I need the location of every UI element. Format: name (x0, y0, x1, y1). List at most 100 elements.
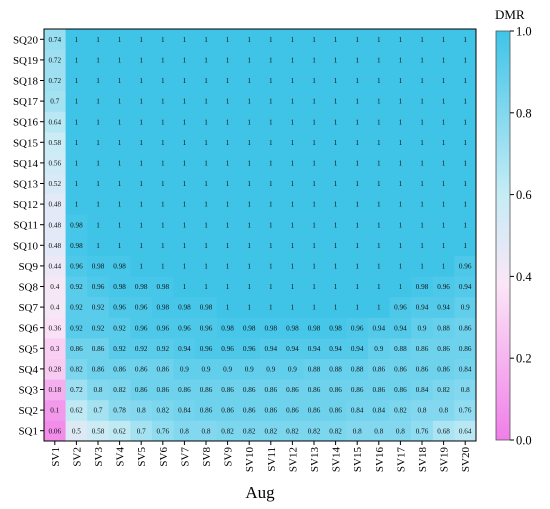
cell-value-label: 1 (463, 118, 467, 126)
cell-value-label: 1 (355, 304, 359, 312)
cell-value-label: 0.36 (49, 324, 62, 332)
heatmap-cell-SQ1-SV8 (195, 420, 218, 442)
heatmap-cell-SQ16-SV11 (260, 111, 282, 133)
heatmap-cell-SQ15-SV11 (260, 132, 282, 153)
heatmap-cell-SQ14-SV6 (152, 152, 174, 174)
heatmap-cell-SQ4-SV13 (303, 358, 326, 380)
heatmap-cell-SQ11-SV9 (216, 214, 239, 236)
cell-value-label: 0.86 (351, 386, 364, 394)
cell-value-label: 1 (442, 221, 446, 229)
cell-value-label: 0.84 (416, 386, 429, 394)
heatmap-cell-SQ20-SV7 (173, 29, 196, 50)
cell-value-label: 1 (75, 98, 79, 106)
cell-value-label: 0.86 (265, 407, 278, 415)
heatmap-cell-SQ14-SV3 (87, 152, 110, 174)
heatmap-cell-SQ7-SV2 (65, 296, 88, 318)
heatmap-cell-SQ5-SV19 (432, 338, 455, 359)
y-tick-label: SQ14 (13, 158, 39, 170)
heatmap-cell-SQ3-SV19 (432, 379, 455, 401)
colorbar-ticks: 0.0 0.2 0.4 0.6 0.8 1.0 (510, 25, 532, 448)
cell-value-label: 1 (420, 77, 424, 85)
heatmap-cell-SQ14-SV7 (173, 152, 196, 174)
heatmap-cell-SQ17-SV1 (44, 90, 66, 112)
heatmap-cell-SQ5-SV9 (216, 338, 239, 359)
x-tick-label: SV13 (309, 447, 321, 473)
heatmap-cell-SQ16-SV16 (368, 111, 390, 133)
cell-value-label: 0.8 (439, 407, 448, 415)
cell-value-label: 0.56 (49, 160, 62, 168)
cell-value-label: 1 (377, 201, 381, 209)
cell-value-label: 0.86 (200, 407, 213, 415)
heatmap-cell-SQ12-SV12 (281, 193, 304, 215)
heatmap-cell-SQ17-SV7 (173, 90, 196, 112)
cell-value-label: 1 (420, 118, 424, 126)
heatmap-cell-SQ16-SV18 (411, 111, 434, 133)
heatmap-cell-SQ20-SV8 (195, 29, 218, 50)
heatmap-cell-SQ19-SV13 (303, 49, 326, 71)
heatmap-cell-SQ9-SV5 (130, 255, 153, 277)
x-tick-label: SV1 (50, 447, 62, 467)
cell-value-label: 0.94 (416, 304, 429, 312)
heatmap-cell-SQ16-SV12 (281, 111, 304, 133)
heatmap-cell-SQ12-SV1 (44, 193, 66, 215)
cell-value-label: 0.86 (416, 345, 429, 353)
cell-value-label: 0.86 (113, 366, 126, 374)
heatmap-cell-SQ4-SV4 (108, 358, 131, 380)
heatmap-cell-SQ14-SV4 (108, 152, 131, 174)
cell-value-label: 1 (204, 57, 208, 65)
heatmap-cell-SQ12-SV9 (216, 193, 239, 215)
cell-value-label: 1 (269, 118, 273, 126)
cell-value-label: 1 (161, 221, 165, 229)
heatmap-cell-SQ17-SV18 (411, 90, 434, 112)
heatmap-cell-SQ9-SV15 (346, 255, 369, 277)
y-axis-ticks: SQ1 SQ2 SQ3 SQ4 SQ5 SQ6 SQ7 SQ8 SQ9 SQ10 SQ11 SQ12 S… (13, 34, 44, 438)
cell-value-label: 1 (334, 98, 338, 106)
heatmap-cell-SQ3-SV12 (281, 379, 304, 401)
heatmap-cell-SQ17-SV9 (216, 90, 239, 112)
heatmap-cell-SQ16-SV10 (238, 111, 261, 133)
cell-value-label: 0.94 (437, 304, 450, 312)
heatmap-cell-SQ5-SV20 (454, 338, 477, 359)
heatmap-cell-SQ8-SV1 (44, 276, 66, 298)
heatmap-cell-SQ4-SV18 (411, 358, 434, 380)
cell-value-label: 0.7 (50, 98, 59, 106)
heatmap-cell-SQ14-SV2 (65, 152, 88, 174)
cell-value-label: 1 (96, 98, 100, 106)
cell-value-label: 1 (118, 77, 122, 85)
cell-value-label: 1 (399, 221, 403, 229)
heatmap-cell-SQ19-SV5 (130, 49, 153, 71)
heatmap-cell-SQ19-SV10 (238, 49, 261, 71)
heatmap-cell-SQ19-SV11 (260, 49, 282, 71)
heatmap-cell-SQ3-SV5 (130, 379, 153, 401)
cell-value-label: 1 (463, 160, 467, 168)
heatmap-cell-SQ3-SV14 (324, 379, 347, 401)
cell-value-label: 1 (399, 283, 403, 291)
heatmap-cell-SQ15-SV2 (65, 132, 88, 153)
cell-value-label: 1 (291, 98, 295, 106)
heatmap-cell-SQ6-SV7 (173, 317, 196, 339)
cell-value-label: 0.82 (243, 427, 256, 435)
cell-value-label: 0.86 (286, 386, 299, 394)
heatmap-cell-SQ2-SV2 (65, 399, 88, 421)
heatmap-cell-SQ18-SV14 (324, 70, 347, 92)
colorbar-tick-label: 0.4 (516, 270, 532, 284)
heatmap-cell-SQ1-SV2 (65, 420, 88, 442)
cell-value-label: 1 (204, 242, 208, 250)
heatmap-cell-SQ14-SV1 (44, 152, 66, 174)
heatmap-cell-SQ15-SV4 (108, 132, 131, 153)
cell-value-label: 0.4 (50, 304, 59, 312)
heatmap-cell-SQ9-SV10 (238, 255, 261, 277)
heatmap-cell-labels: 0.06 0.5 0.58 0.62 0.7 0.76 0.8 0.8 0.82 0.82 0.82… (49, 36, 472, 435)
cell-value-label: 0.96 (70, 263, 83, 271)
colorbar (495, 30, 511, 441)
cell-value-label: 1 (226, 221, 230, 229)
heatmap-cell-SQ1-SV18 (411, 420, 434, 442)
cell-value-label: 1 (334, 283, 338, 291)
cell-value-label: 1 (226, 118, 230, 126)
cell-value-label: 1 (334, 36, 338, 44)
cell-value-label: 1 (334, 221, 338, 229)
cell-value-label: 1 (204, 263, 208, 271)
cell-value-label: 1 (139, 98, 143, 106)
cell-value-label: 1 (247, 57, 251, 65)
heatmap-cell-SQ2-SV4 (108, 399, 131, 421)
